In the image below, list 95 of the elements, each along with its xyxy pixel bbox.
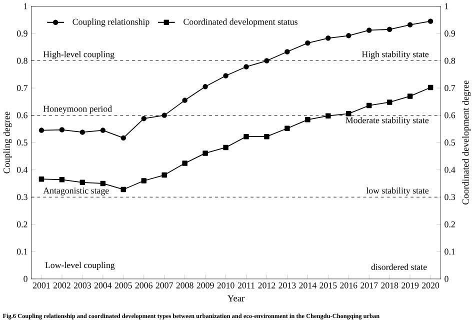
x-tick-label: 2006 xyxy=(135,282,152,289)
point xyxy=(59,127,65,133)
y-tick-label: 0.1 xyxy=(16,248,28,255)
x-axis-title: Year xyxy=(227,295,245,302)
y-tick-label: 1 xyxy=(24,4,28,10)
point xyxy=(59,177,65,182)
point xyxy=(305,40,310,46)
legend-label: Coordinated development status xyxy=(184,18,298,27)
x-tick-label: 2004 xyxy=(94,282,112,289)
point xyxy=(223,145,228,150)
point xyxy=(244,134,249,140)
y-tick-label: 0.9 xyxy=(16,30,28,37)
y2-tick-label: 0.9 xyxy=(444,30,456,37)
point xyxy=(100,128,106,134)
y2-tick-label: 0.6 xyxy=(444,112,456,119)
point xyxy=(80,180,86,186)
y2-tick-label: 0.5 xyxy=(444,140,456,146)
point xyxy=(120,187,126,192)
x-tick-label: 2016 xyxy=(340,282,358,289)
point xyxy=(182,98,188,104)
y-tick-label: 0.7 xyxy=(16,85,28,92)
point xyxy=(202,84,208,90)
y-tick-label: 0.5 xyxy=(16,140,28,146)
point xyxy=(428,18,434,24)
x-tick-label: 2019 xyxy=(402,282,419,289)
ref-line-label: Antagonistic stage xyxy=(43,188,109,196)
y2-tick-label: 0.2 xyxy=(444,222,455,228)
y-tick-label: 0.4 xyxy=(16,167,28,174)
point xyxy=(366,28,372,34)
point xyxy=(38,176,44,182)
y-tick-label: 0.6 xyxy=(16,112,28,119)
y2-tick-label: 0.1 xyxy=(444,248,455,255)
point xyxy=(326,113,331,119)
annotation: disordered state xyxy=(371,264,427,270)
point xyxy=(346,111,352,117)
point xyxy=(182,160,188,166)
y-tick-label: 0.3 xyxy=(16,194,28,200)
annotation: Low-level coupling xyxy=(45,262,115,270)
point xyxy=(386,100,392,106)
x-tick-label: 2014 xyxy=(299,282,316,289)
annotation: Moderate stability state xyxy=(346,117,429,126)
point xyxy=(407,22,413,28)
point xyxy=(141,116,146,122)
x-tick-label: 2001 xyxy=(32,282,50,289)
point xyxy=(428,85,434,90)
ref-line-label: High-level coupling xyxy=(43,51,114,60)
x-tick-label: 2018 xyxy=(381,282,398,289)
y-tick-label: 0 xyxy=(24,276,28,282)
x-tick-label: 2003 xyxy=(74,282,91,289)
y2-tick-label: 0.7 xyxy=(444,85,456,92)
x-tick-label: 2002 xyxy=(53,282,70,289)
x-tick-label: 2008 xyxy=(176,282,194,289)
point xyxy=(162,172,167,178)
point xyxy=(38,128,44,134)
point xyxy=(284,126,290,132)
point xyxy=(162,112,167,118)
point xyxy=(326,36,331,41)
x-tick-label: 2020 xyxy=(422,282,440,289)
y2-tick-label: 0.3 xyxy=(444,194,456,200)
y2-tick-label: 0.8 xyxy=(444,58,456,64)
point xyxy=(284,49,290,55)
point xyxy=(264,134,270,140)
y-tick-label: 0.2 xyxy=(16,222,28,228)
x-tick-label: 2015 xyxy=(320,282,337,289)
y-axis-title: Coupling degree xyxy=(3,112,12,174)
y2-tick-label: 0 xyxy=(444,276,448,282)
x-tick-label: 2009 xyxy=(196,282,214,289)
x-tick-label: 2012 xyxy=(258,282,276,289)
annotation: High stability state xyxy=(362,51,429,60)
point xyxy=(366,103,372,108)
x-tick-label: 2011 xyxy=(238,282,254,289)
point xyxy=(244,64,249,70)
point xyxy=(120,136,126,141)
y2-axis-title: Coordinated development degree xyxy=(462,80,471,205)
y2-tick-label: 0.4 xyxy=(444,167,456,174)
y-tick-label: 0.8 xyxy=(16,58,28,64)
x-tick-label: 2017 xyxy=(360,282,378,289)
point xyxy=(80,130,86,136)
point xyxy=(100,181,106,186)
point xyxy=(407,94,413,100)
ref-line-label: Honeymoon period xyxy=(43,106,112,114)
point xyxy=(264,58,270,64)
x-tick-label: 2010 xyxy=(217,282,234,289)
x-tick-label: 2007 xyxy=(156,282,173,289)
point xyxy=(202,150,208,156)
point xyxy=(346,33,352,39)
x-tick-label: 2005 xyxy=(114,282,132,289)
annotation: low stability state xyxy=(366,188,429,196)
legend-label: Coupling relationship xyxy=(72,18,150,27)
point xyxy=(305,117,310,123)
point xyxy=(141,178,146,184)
x-tick-label: 2013 xyxy=(278,282,296,289)
point xyxy=(386,27,392,32)
y2-tick-label: 1 xyxy=(445,4,448,10)
point xyxy=(223,73,228,79)
